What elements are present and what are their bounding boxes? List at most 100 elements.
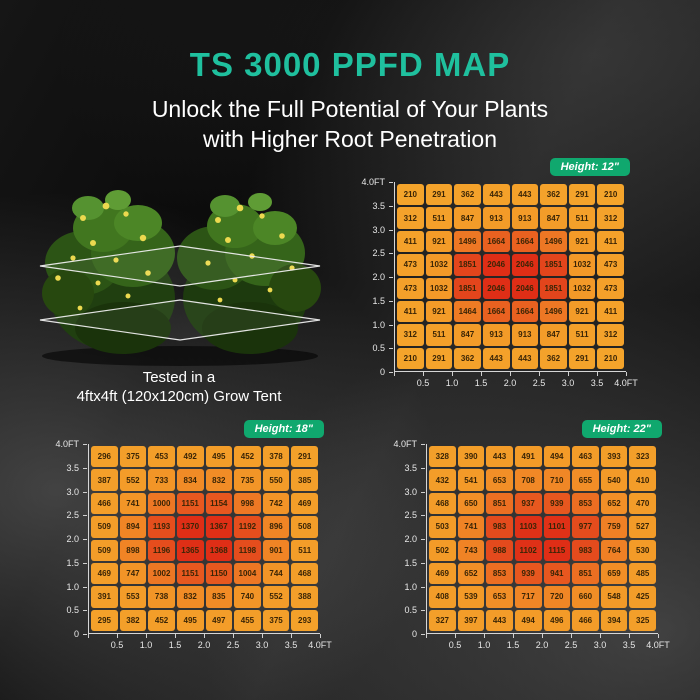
ppfd-cell: 291 [425, 184, 453, 206]
axis-tick [421, 467, 425, 469]
x-axis-label: 3.0 [255, 640, 269, 650]
axis-tick [389, 253, 393, 255]
ppfd-grid-18: 296 375 453 492 495 452 378 291 387 552 733 834 832 7… [88, 444, 320, 634]
ppfd-cell: 210 [397, 184, 424, 206]
grow-tent-plants-illustration [28, 168, 332, 368]
ppfd-cell: 469 [429, 562, 456, 585]
ppfd-cell: 325 [629, 609, 656, 631]
ppfd-cell: 511 [425, 324, 453, 346]
ppfd-cell: 509 [91, 516, 118, 538]
ppfd-cell: 387 [91, 469, 118, 491]
axis-tick [88, 634, 89, 638]
ppfd-cell: 913 [482, 324, 510, 346]
x-axis-label: 1.0 [445, 378, 459, 388]
ppfd-cell: 502 [429, 539, 456, 561]
ppfd-cell: 764 [600, 539, 628, 561]
ppfd-cell: 511 [425, 207, 453, 229]
ppfd-cell: 921 [425, 230, 453, 253]
y-axis-label: 1.0 [372, 319, 385, 330]
axis-tick [389, 372, 393, 373]
axis-tick [389, 182, 393, 183]
ppfd-cell: 740 [234, 586, 261, 608]
y-axis-label: 3.5 [372, 200, 385, 211]
ppfd-cell: 391 [91, 586, 118, 608]
x-axis-label: 0.5 [448, 640, 462, 650]
axis-tick [83, 491, 87, 493]
ppfd-chart-height-22: Height: 22" 4.0FT 3.5 3.0 2.5 2.0 1.5 1.0 0.5 0 … [392, 420, 670, 656]
y-axis-label: 0 [411, 629, 417, 639]
axis-tick [146, 634, 147, 638]
ppfd-cell: 473 [597, 254, 624, 276]
ppfd-cell: 385 [291, 469, 318, 491]
ppfd-cell: 495 [176, 609, 204, 631]
y-axis-label: 2.0 [404, 534, 417, 544]
ppfd-cell: 494 [543, 446, 571, 468]
ppfd-cell: 720 [543, 586, 571, 608]
axis-tick [389, 300, 393, 302]
ppfd-cell: 443 [511, 347, 539, 369]
ppfd-cell: 468 [429, 492, 456, 515]
x-axis: 0.5 1.0 1.5 2.0 2.5 3.0 3.5 4.0FT [426, 634, 670, 650]
axis-tick [421, 562, 425, 564]
axis-tick [83, 562, 87, 564]
ppfd-cell: 835 [205, 586, 233, 608]
flowers-left [55, 202, 151, 311]
axis-tick [83, 539, 87, 540]
ppfd-cell: 511 [291, 539, 318, 561]
ppfd-cell: 710 [543, 469, 571, 491]
ppfd-cell: 382 [119, 609, 147, 631]
y-axis-label: 3.5 [66, 462, 79, 473]
ppfd-cell: 1664 [482, 230, 510, 253]
ppfd-cell: 327 [429, 609, 456, 631]
ppfd-cell: 463 [572, 446, 599, 468]
axis-tick [394, 372, 395, 376]
ppfd-cell: 362 [454, 184, 481, 206]
axis-tick [426, 634, 427, 638]
ppfd-cell: 741 [457, 516, 485, 538]
axis-tick [291, 634, 292, 638]
ppfd-cell: 1496 [454, 230, 481, 253]
ppfd-cell: 742 [262, 492, 290, 515]
ppfd-cell: 362 [540, 347, 567, 369]
axis-tick [421, 539, 425, 540]
y-axis-label: 4.0FT [393, 439, 417, 449]
ppfd-cell: 744 [262, 562, 290, 585]
ppfd-cell: 853 [572, 492, 599, 515]
ppfd-cell: 939 [514, 562, 542, 585]
ppfd-cell: 921 [425, 300, 453, 323]
ppfd-cell: 1496 [540, 300, 567, 323]
axis-tick [658, 634, 659, 638]
x-axis-label: 2.5 [532, 378, 546, 388]
ppfd-cell: 388 [291, 586, 318, 608]
ppfd-cell: 1368 [205, 539, 233, 561]
ppfd-cell: 653 [486, 586, 513, 608]
ppfd-cell: 443 [511, 184, 539, 206]
axis-tick [204, 634, 205, 638]
ppfd-cell: 1851 [540, 254, 567, 276]
ppfd-cell: 834 [176, 469, 204, 491]
axis-tick [83, 444, 87, 445]
ppfd-cell: 410 [629, 469, 656, 491]
tent-caption: Tested in a 4ftx4ft (120x120cm) Grow Ten… [14, 368, 344, 406]
ppfd-cell: 362 [540, 184, 567, 206]
ppfd-cell: 443 [486, 609, 513, 631]
ppfd-cell: 660 [572, 586, 599, 608]
x-axis-label: 3.0 [593, 640, 607, 650]
y-axis-label: 2.5 [404, 510, 417, 521]
ppfd-cell: 473 [397, 254, 424, 276]
ppfd-cell: 652 [457, 562, 485, 585]
ppfd-cell: 473 [597, 277, 624, 299]
ppfd-cell: 747 [119, 562, 147, 585]
ppfd-cell: 1367 [205, 516, 233, 538]
ppfd-cell: 708 [514, 469, 542, 491]
y-axis-label: 3.5 [404, 462, 417, 473]
ppfd-cell: 650 [457, 492, 485, 515]
y-axis: 4.0FT 3.5 3.0 2.5 2.0 1.5 1.0 0.5 0 [392, 439, 425, 639]
ppfd-cell: 913 [511, 207, 539, 229]
ppfd-cell: 511 [568, 207, 596, 229]
ppfd-cell: 295 [91, 609, 118, 631]
x-axis-label: 1.0 [477, 640, 491, 650]
ppfd-cell: 1150 [205, 562, 233, 585]
axis-tick [83, 634, 87, 635]
